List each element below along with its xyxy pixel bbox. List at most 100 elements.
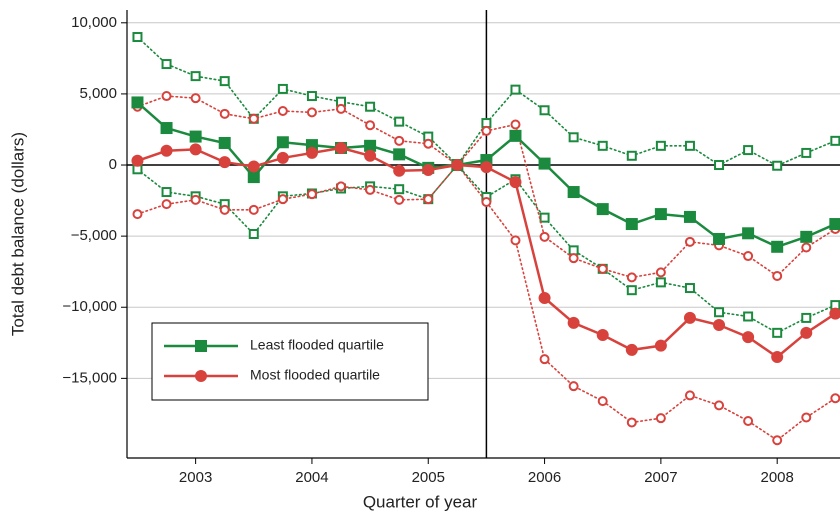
band-marker <box>684 140 695 151</box>
marker <box>683 311 696 324</box>
band-marker <box>510 84 521 95</box>
band-marker <box>655 413 666 424</box>
marker <box>654 339 667 352</box>
x-tick-label: 2003 <box>179 469 212 486</box>
band-marker <box>772 270 783 281</box>
marker <box>276 151 289 164</box>
band-marker <box>481 197 492 207</box>
marker <box>538 157 551 170</box>
band-marker <box>743 145 754 156</box>
band-marker <box>772 435 783 446</box>
marker <box>247 171 260 184</box>
band-marker <box>510 119 521 130</box>
legend-label: Least flooded quartile <box>250 337 384 353</box>
y-tick-label: −15,000 <box>62 369 117 386</box>
marker <box>771 240 784 253</box>
band-marker <box>714 400 725 411</box>
band-marker <box>190 194 201 205</box>
band-marker <box>481 118 492 129</box>
x-tick-label: 2004 <box>295 469 328 486</box>
marker <box>451 159 464 172</box>
band-marker <box>394 184 405 195</box>
band-marker <box>684 283 695 294</box>
y-axis-label: Total debt balance (dollars) <box>8 132 27 336</box>
band-marker <box>772 160 783 171</box>
marker <box>567 316 580 329</box>
band-marker <box>568 245 579 256</box>
band-marker <box>248 229 259 239</box>
marker <box>625 343 638 356</box>
band-marker <box>743 311 754 322</box>
band-marker <box>743 251 754 262</box>
band-marker <box>219 108 230 119</box>
marker <box>829 218 840 231</box>
x-tick-label: 2008 <box>761 469 794 486</box>
band-marker <box>219 76 230 87</box>
band-marker <box>219 204 230 215</box>
band-marker <box>655 277 666 288</box>
marker <box>683 210 696 223</box>
band-marker <box>743 416 754 427</box>
band-marker <box>801 412 812 423</box>
band-marker <box>830 393 840 404</box>
band-marker <box>626 417 637 428</box>
marker <box>800 326 813 339</box>
marker <box>364 139 377 152</box>
band-marker <box>365 101 376 112</box>
band-marker <box>277 194 288 205</box>
marker <box>393 164 406 177</box>
marker <box>195 370 207 382</box>
band-marker <box>336 181 347 192</box>
marker <box>538 292 551 304</box>
band-marker <box>394 194 405 205</box>
band-marker <box>277 105 288 116</box>
band-marker <box>568 132 579 143</box>
marker <box>480 161 493 174</box>
marker <box>189 143 202 156</box>
marker <box>829 307 840 320</box>
marker <box>509 129 522 142</box>
band-marker <box>684 390 695 401</box>
y-tick-label: 5,000 <box>79 85 117 102</box>
band-marker <box>626 272 637 283</box>
band-marker <box>248 204 259 215</box>
band-marker <box>161 91 172 102</box>
marker <box>800 230 813 243</box>
band-marker <box>568 381 579 392</box>
legend-label: Most flooded quartile <box>250 367 380 383</box>
band-marker <box>539 105 550 116</box>
band-marker <box>306 189 317 200</box>
band-marker <box>626 150 637 161</box>
y-tick-label: 10,000 <box>71 14 117 31</box>
band-marker <box>248 113 259 124</box>
x-tick-label: 2006 <box>528 469 561 486</box>
band-marker <box>510 235 521 246</box>
y-tick-label: −10,000 <box>62 298 117 315</box>
band-marker <box>423 194 434 205</box>
band-marker <box>481 125 492 136</box>
band-marker <box>597 140 608 151</box>
band-marker <box>365 120 376 131</box>
band-marker <box>365 184 376 195</box>
band-marker <box>539 354 550 365</box>
band-marker <box>801 242 812 253</box>
band-marker <box>684 236 695 247</box>
marker <box>509 176 522 189</box>
band-marker <box>568 253 579 264</box>
y-tick-label: 0 <box>109 156 117 173</box>
marker <box>654 208 667 221</box>
x-tick-label: 2005 <box>412 469 445 486</box>
y-tick-label: −5,000 <box>71 227 117 244</box>
marker <box>195 340 207 352</box>
band-marker <box>394 135 405 146</box>
band-marker <box>306 107 317 118</box>
marker <box>596 328 609 341</box>
band-marker <box>423 138 434 149</box>
marker <box>771 351 784 364</box>
marker <box>625 218 638 231</box>
marker <box>742 331 755 344</box>
marker <box>364 149 377 162</box>
band-marker <box>161 199 172 210</box>
band-marker <box>132 209 143 220</box>
